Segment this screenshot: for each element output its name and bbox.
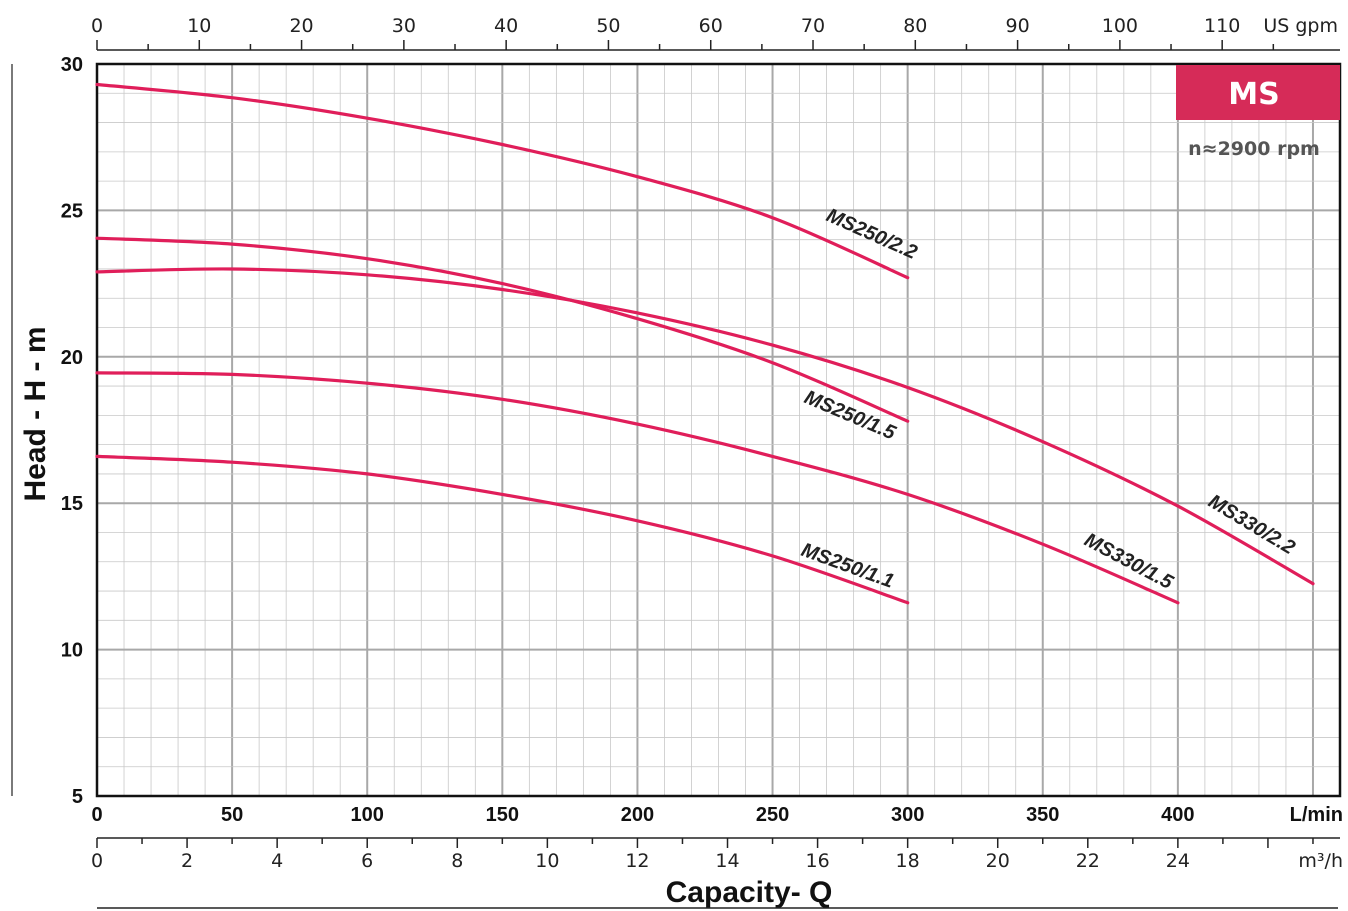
curve-label-ms250-2-2: MS250/2.2 [823, 204, 920, 263]
lmin-tick-label: 350 [1026, 804, 1059, 826]
m3h-tick-label: 16 [805, 850, 829, 872]
m3h-tick-label: 10 [535, 850, 559, 872]
gpm-tick-label: 30 [392, 15, 416, 37]
m3h-tick-label: 24 [1166, 850, 1190, 872]
gpm-tick-label: 100 [1102, 15, 1138, 37]
head-axis: 30 25 20 15 10 5 [61, 54, 83, 808]
head-tick-label: 30 [61, 54, 83, 76]
m3h-tick-label: 6 [361, 850, 373, 872]
lmin-tick-label: 100 [351, 804, 384, 826]
curve-label-ms250-1-1: MS250/1.1 [798, 539, 896, 593]
gpm-tick-label: 110 [1204, 15, 1240, 37]
head-tick-label: 5 [72, 786, 83, 808]
curve-ms330-2-2 [95, 267, 1315, 586]
model-badge-text: MS [1228, 77, 1279, 112]
m3h-tick-label: 2 [181, 850, 193, 872]
m3h-tick-label: 12 [625, 850, 649, 872]
gpm-tick-label: 90 [1006, 15, 1030, 37]
model-badge [1176, 65, 1340, 120]
m3h-tick-label: 8 [451, 850, 463, 872]
head-tick-label: 20 [61, 347, 83, 369]
lmin-tick-label: 150 [486, 804, 519, 826]
lmin-tick-label: 50 [221, 804, 243, 826]
lmin-tick-label: 250 [756, 804, 789, 826]
lmin-tick-label: 300 [891, 804, 924, 826]
m3h-tick-label: 4 [271, 850, 283, 872]
gpm-tick-label: 0 [91, 15, 103, 37]
gpm-tick-label: 40 [494, 15, 518, 37]
grid [97, 64, 1340, 796]
gpm-tick-label: 60 [699, 15, 723, 37]
curves [95, 82, 1315, 605]
x-axis-title: Capacity- Q [666, 876, 833, 909]
head-tick-label: 25 [61, 200, 83, 222]
m3h-unit-label: m³/h [1298, 850, 1343, 872]
gpm-tick-label: 10 [187, 15, 211, 37]
curve-ms250-2-2 [95, 82, 910, 280]
lmin-tick-label: 400 [1161, 804, 1194, 826]
curve-ms250-1-1 [95, 454, 910, 605]
speed-label: n≈2900 rpm [1188, 138, 1320, 160]
curve-ms250-1-5 [95, 236, 910, 423]
m3h-tick-label: 0 [91, 850, 103, 872]
gpm-tick-label: 70 [801, 15, 825, 37]
curve-ms330-1-5 [95, 371, 1180, 605]
m3h-tick-label: 18 [896, 850, 920, 872]
us-gpm-axis: 0 10 20 30 40 50 60 70 80 90 100 110 US gpm [91, 15, 1340, 51]
lmin-axis: 0 50 100 150 200 250 300 350 400 L/min [91, 804, 1343, 826]
head-tick-label: 15 [61, 493, 83, 515]
m3h-tick-label: 14 [715, 850, 739, 872]
plot-frame [95, 62, 1342, 798]
gpm-unit-label: US gpm [1263, 15, 1338, 37]
m3h-tick-label: 20 [986, 850, 1010, 872]
lmin-tick-label: 0 [91, 804, 102, 826]
gpm-tick-label: 20 [289, 15, 313, 37]
gpm-tick-label: 50 [596, 15, 620, 37]
m3h-axis: 0 2 4 6 8 10 12 14 16 18 20 22 24 m³/h [91, 837, 1343, 872]
lmin-unit-label: L/min [1290, 804, 1343, 826]
m3h-tick-label: 22 [1076, 850, 1100, 872]
gpm-tick-label: 80 [903, 15, 927, 37]
y-axis-title: Head - H - m [19, 326, 52, 501]
lmin-tick-label: 200 [621, 804, 654, 826]
head-tick-label: 10 [61, 640, 83, 662]
